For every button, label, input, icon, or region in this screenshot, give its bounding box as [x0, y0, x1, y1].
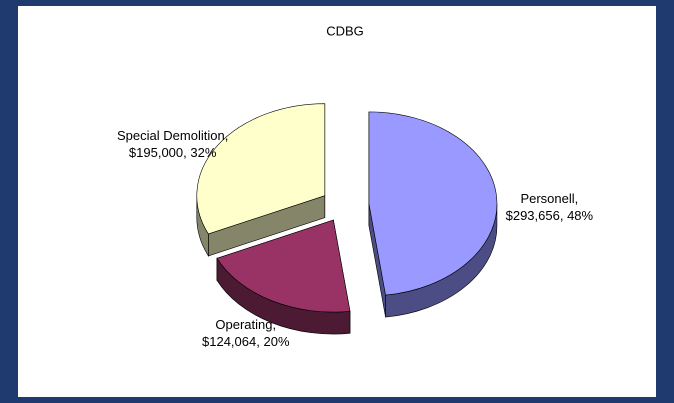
data-label: Operating, $124,064, 20% — [181, 316, 311, 350]
percent-label: 20% — [263, 333, 290, 349]
value-label: $124,064 — [202, 333, 257, 349]
separator: , — [559, 208, 568, 224]
slice — [196, 103, 326, 235]
slice — [216, 219, 351, 313]
slice — [368, 111, 498, 296]
percent-label: 32% — [190, 144, 217, 160]
category-name: Personell — [520, 191, 575, 207]
value-label: $195,000 — [128, 144, 184, 160]
separator: , — [574, 191, 579, 207]
percent-label: 48% — [567, 208, 594, 224]
data-label: Special Demolition, $195,000, 32% — [108, 127, 238, 161]
separator: , — [224, 127, 229, 143]
separator: , — [183, 144, 191, 160]
value-label: $293,656 — [505, 208, 560, 224]
data-label: Personell, $293,656, 48% — [484, 190, 614, 224]
chart-title: CDBG — [326, 23, 364, 38]
tops — [196, 103, 498, 313]
separator: , — [256, 333, 264, 349]
separator: , — [272, 316, 277, 332]
category-name: Special Demolition — [117, 127, 225, 143]
category-name: Operating — [215, 316, 273, 332]
